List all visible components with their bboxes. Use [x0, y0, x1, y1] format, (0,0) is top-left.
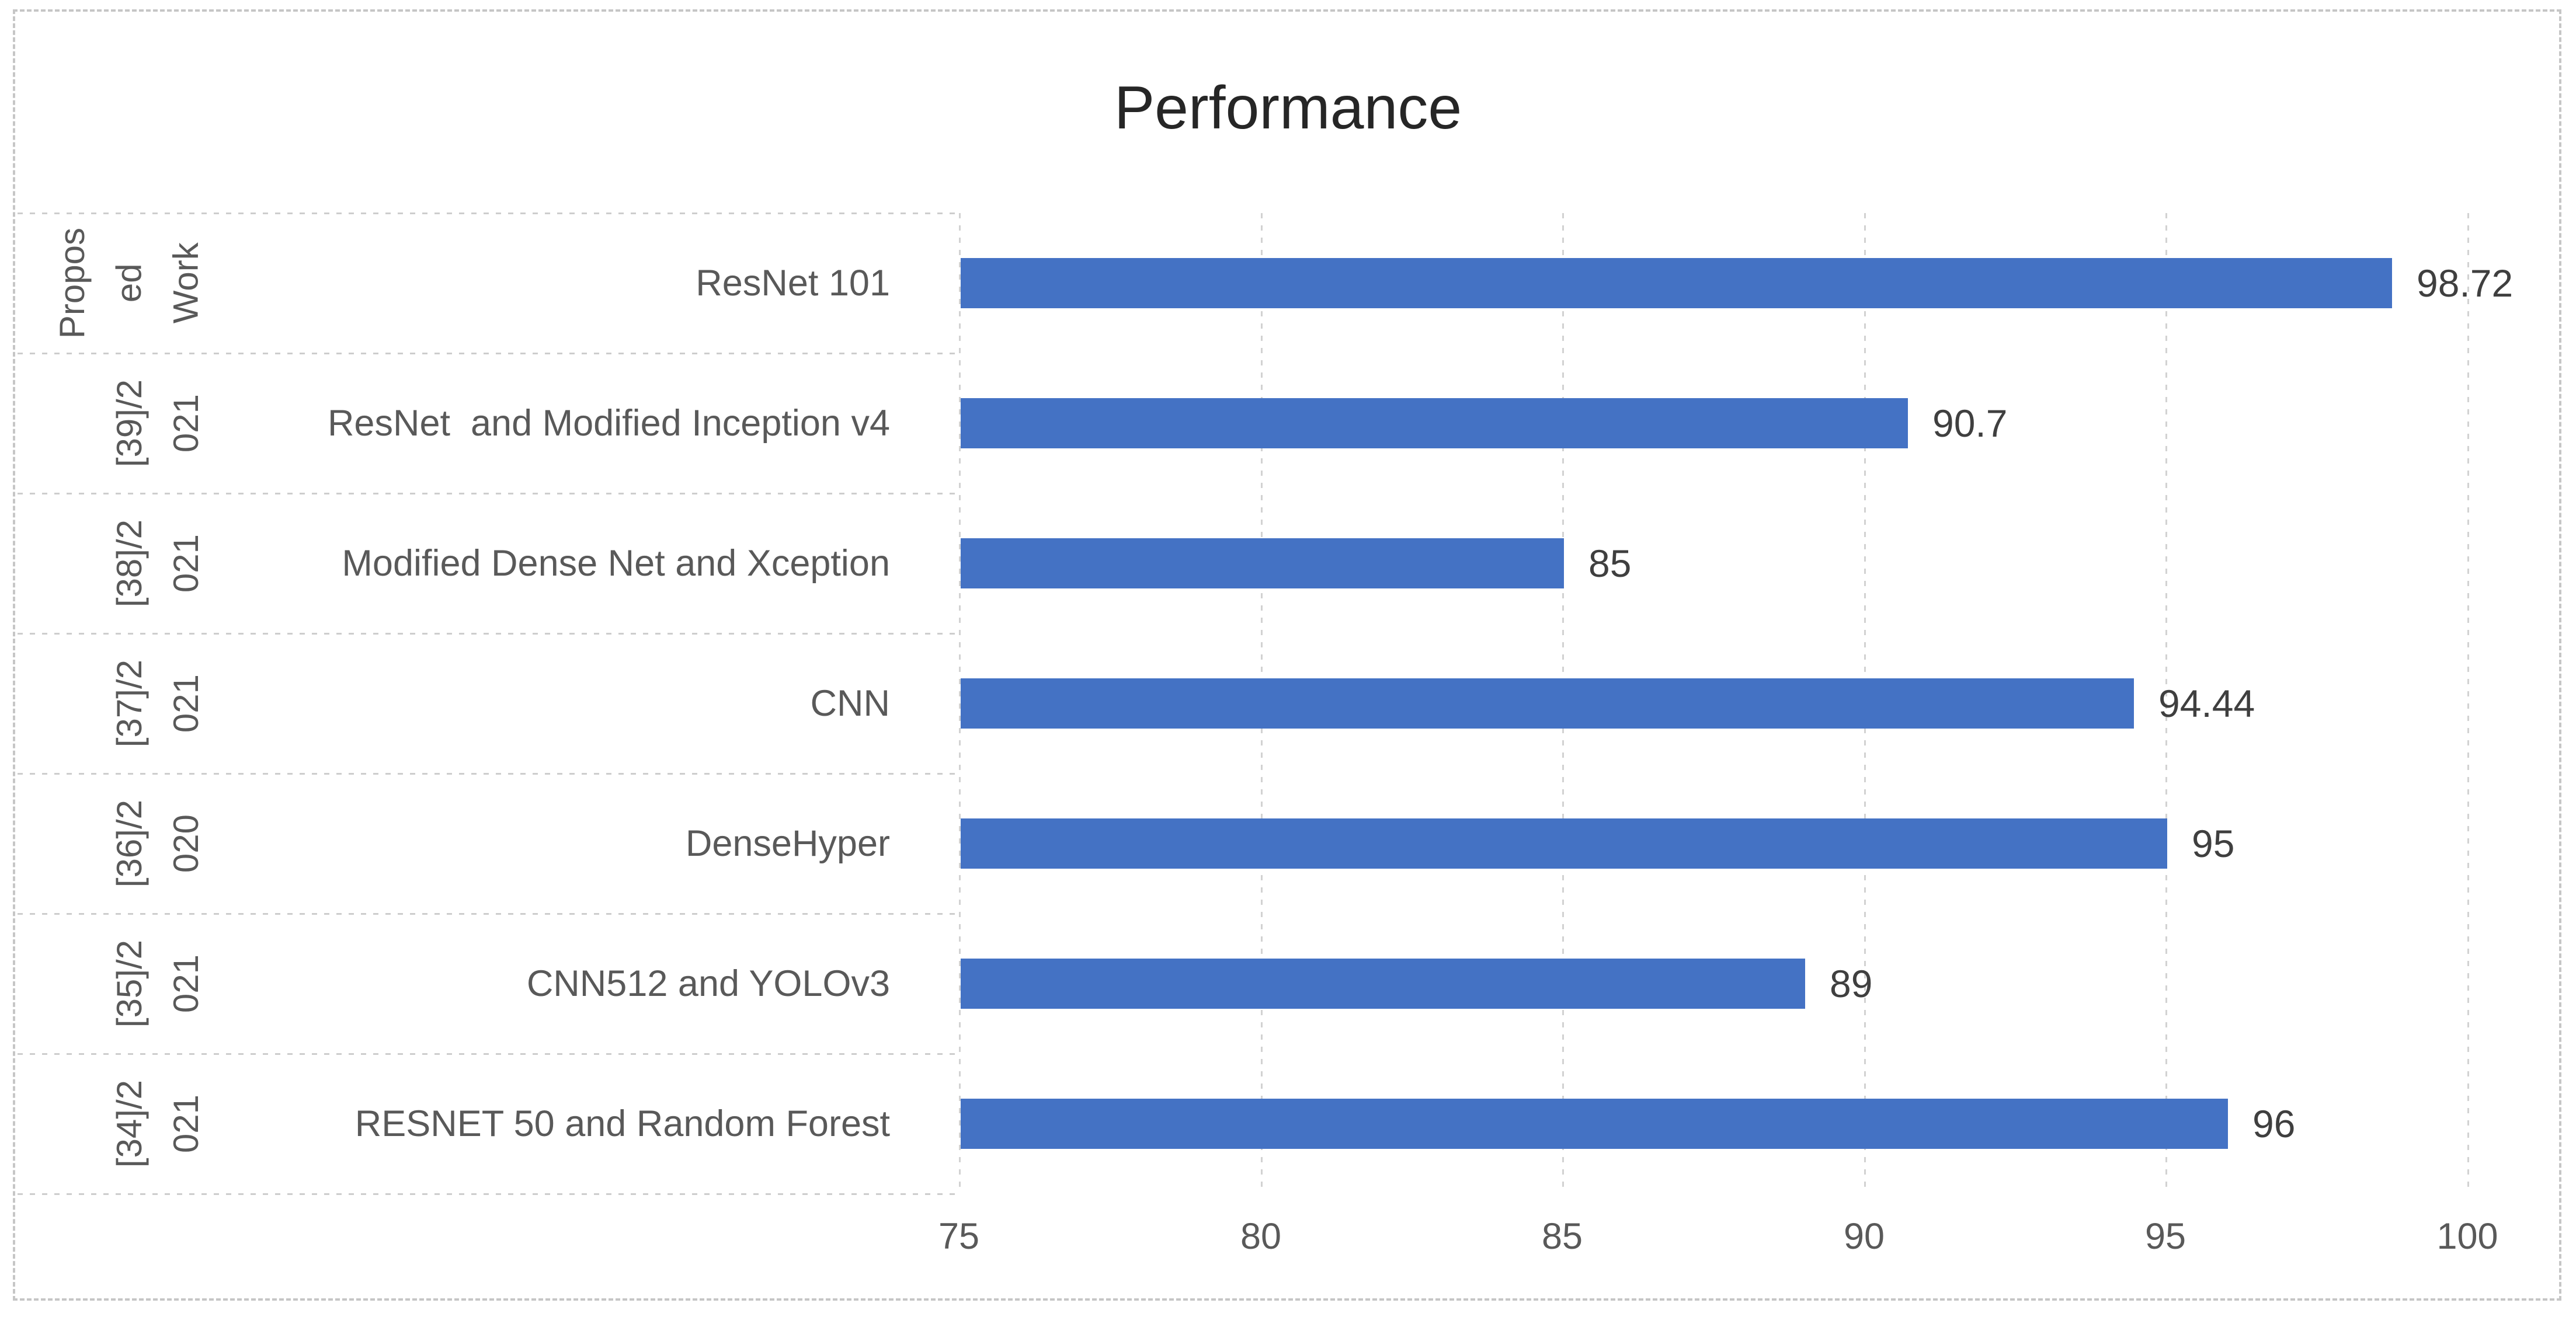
bar-value-label: 98.72: [2417, 262, 2514, 305]
x-axis-tick-label: 75: [938, 1216, 980, 1257]
row-reference-label: Propos ed Work: [53, 227, 206, 339]
row-reference-label: [35]/2 021: [109, 939, 206, 1028]
row-separator-line: [18, 212, 961, 214]
row-separator-line: [18, 353, 961, 354]
row-separator-line: [18, 913, 961, 915]
bar-value-label: 94.44: [2158, 682, 2255, 725]
row-method-label: DenseHyper: [685, 823, 890, 864]
row-reference-cell: [35]/2 021: [18, 914, 219, 1054]
bar: [961, 538, 1564, 588]
x-axis-tick-label: 80: [1240, 1216, 1282, 1257]
bar: [961, 1099, 2228, 1149]
row-method-label: RESNET 50 and Random Forest: [354, 1103, 890, 1144]
row-reference-cell: [38]/2 021: [18, 493, 219, 633]
x-axis-tick-label: 90: [1843, 1216, 1885, 1257]
chart-title: Performance: [1114, 74, 1462, 142]
row-method-label: ResNet and Modified Inception v4: [327, 403, 890, 444]
row-method-label: ResNet 101: [696, 263, 890, 304]
bar: [961, 258, 2392, 308]
row-reference-label: [37]/2 021: [109, 659, 206, 748]
x-axis-tick-label: 95: [2144, 1216, 2186, 1257]
x-axis-tick-label: 100: [2436, 1216, 2498, 1257]
row-separator-line: [18, 493, 961, 494]
category-axis-line: [959, 213, 961, 1194]
row-separator-line: [18, 1193, 961, 1195]
row-reference-label: [38]/2 021: [109, 519, 206, 608]
x-axis-tick-label: 85: [1541, 1216, 1583, 1257]
row-separator-line: [18, 1053, 961, 1055]
bar: [961, 398, 1908, 448]
row-reference-label: [34]/2 021: [109, 1079, 206, 1168]
row-reference-label: [36]/2 020: [109, 799, 206, 888]
row-reference-cell: [37]/2 021: [18, 633, 219, 774]
row-separator-line: [18, 773, 961, 775]
bar-value-label: 90.7: [1932, 402, 2008, 445]
row-reference-cell: [34]/2 021: [18, 1054, 219, 1194]
row-method-label: CNN512 and YOLOv3: [526, 963, 890, 1004]
bar-value-label: 85: [1588, 542, 1632, 585]
bar: [961, 959, 1805, 1009]
row-reference-cell: Propos ed Work: [18, 213, 219, 353]
row-reference-cell: [36]/2 020: [18, 774, 219, 914]
bar-value-label: 96: [2252, 1102, 2296, 1145]
bar: [961, 818, 2167, 869]
row-reference-cell: [39]/2 021: [18, 353, 219, 493]
row-method-label: Modified Dense Net and Xception: [342, 543, 890, 584]
row-method-label: CNN: [810, 683, 891, 724]
gridline: [2165, 213, 2167, 1188]
bar-value-label: 89: [1830, 962, 1873, 1005]
row-reference-label: [39]/2 021: [109, 379, 206, 468]
chart-outer-border: [13, 9, 2561, 1301]
bar: [961, 678, 2134, 729]
gridline: [2467, 213, 2469, 1188]
row-separator-line: [18, 633, 961, 635]
bar-value-label: 95: [2192, 822, 2235, 865]
